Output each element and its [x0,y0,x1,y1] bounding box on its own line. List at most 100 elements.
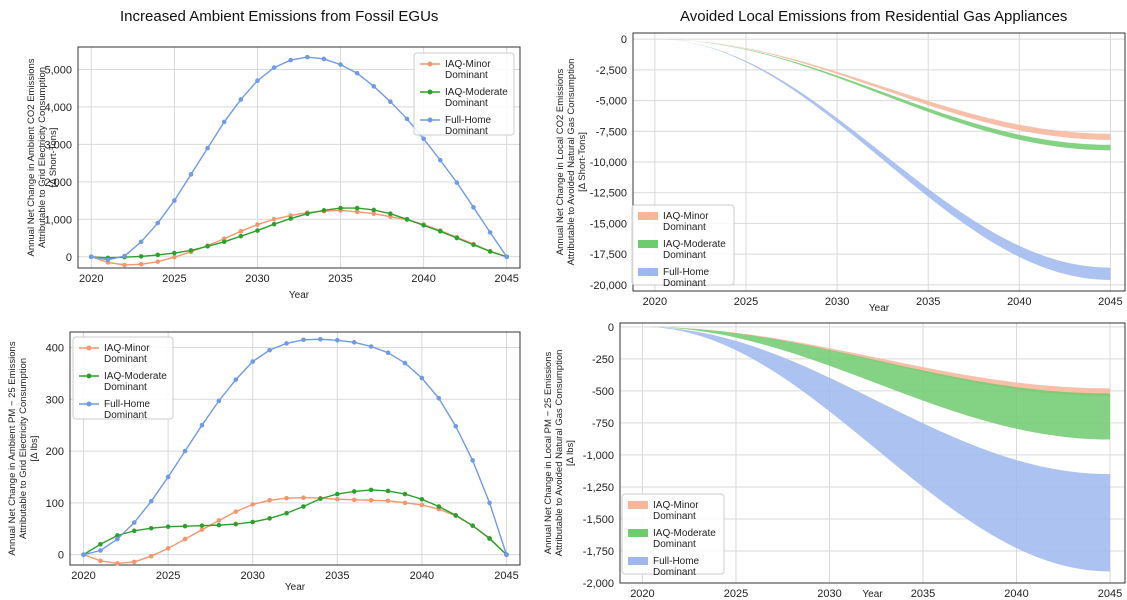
legend-area-swatch [628,529,648,537]
data-point [131,528,137,534]
y-axis-label-line: [Δ lbs] [29,436,40,462]
data-point [402,491,408,497]
x-tick-label: 2035 [911,588,935,600]
y-axis-label-line: Attributable to Avoided Natural Gas Cons… [566,59,577,266]
y-axis-label-line: Annual Net Change in Ambient CO2 Emissio… [26,58,37,256]
x-tick-label: 2045 [1098,296,1122,308]
y-tick-label: 5,000 [44,64,72,76]
data-point [419,496,425,502]
data-point [301,495,306,500]
plot-frame [77,46,521,269]
data-point [471,242,476,248]
series-line [91,209,507,266]
data-point [504,552,509,557]
data-point [250,359,256,364]
legend-label: Dominant [663,222,706,233]
data-point [419,502,425,508]
data-point [172,198,177,203]
data-point [402,360,408,366]
data-point [404,116,410,122]
data-point [238,228,244,234]
data-point [205,243,210,249]
data-point [371,84,377,89]
data-point [470,458,475,463]
x-tick-label: 2030 [825,296,849,308]
data-point [471,205,476,210]
data-point [338,205,343,211]
data-point [338,62,343,67]
x-tick-label: 2040 [1007,296,1031,308]
data-point [453,423,459,429]
y-tick-label: 100 [46,498,64,510]
y-tick-label: -250 [592,354,614,366]
data-point [199,422,205,428]
x-tick-label: 2035 [916,296,940,308]
data-point [155,220,161,226]
legend-box [413,52,515,136]
legend-label: IAQ-Moderate [663,239,726,250]
data-point [419,375,425,381]
legend-label: IAQ-Moderate [653,528,716,539]
data-point [115,561,120,566]
data-point [421,136,426,142]
y-axis-label-line: Annual Net Change in Local CO2 Emissions [555,69,566,256]
data-point [271,217,277,222]
data-point [301,337,306,343]
left-figure-title: Increased Ambient Emissions from Fossil … [120,8,439,25]
legend-label: IAQ-Minor [653,500,699,511]
data-point [233,509,239,514]
y-tick-label: 0 [58,550,64,562]
x-tick-label: 2020 [71,570,95,582]
legend-box [72,336,174,420]
series-line [83,496,507,565]
y-axis-label-line: Annual Net Change in Local PM − 25 Emiss… [543,351,554,554]
data-point [288,216,293,221]
x-tick-label: 2025 [162,273,186,285]
data-point [182,523,188,529]
data-point [165,546,171,551]
data-point [98,558,103,564]
data-point [354,70,360,76]
data-point [351,497,357,503]
right-figure-title: Avoided Local Emissions from Residential… [680,8,1068,25]
x-tick-label: 2040 [1004,588,1028,600]
legend-label: Dominant [104,410,147,421]
data-point [250,502,256,507]
y-tick-label: 300 [46,394,64,406]
plot-frame [69,331,521,566]
data-point [284,510,289,516]
data-point [115,536,120,542]
legend-area-swatch [638,240,658,248]
series-line [83,489,507,556]
y-tick-label: -1,000 [583,450,614,462]
data-point [385,350,391,356]
legend-area-swatch [638,268,658,276]
y-tick-label: -1,750 [583,546,614,558]
legend-label: Dominant [653,511,696,522]
data-point [504,254,510,260]
legend-label: Dominant [445,98,488,109]
data-point [88,254,94,260]
legend-marker-swatch [427,89,433,95]
y-tick-label: 3,000 [44,139,72,151]
data-point [188,172,194,177]
x-tick-label: 2030 [817,588,841,600]
x-tick-label: 2025 [156,570,180,582]
legend-label: IAQ-Minor [104,343,150,354]
data-point [385,488,391,494]
y-tick-label: 0 [608,322,614,334]
data-point [354,209,360,215]
legend-area-swatch [628,557,648,565]
y-axis-label-line: Attributable to Grid Electricity Consump… [18,358,29,539]
data-point [255,78,260,84]
legend-label: Dominant [445,70,488,81]
y-tick-label: 0 [621,34,627,46]
data-point [421,222,426,228]
y-tick-label: 1,000 [44,214,72,226]
data-point [255,228,260,233]
plot-frame [632,32,1126,292]
x-tick-label: 2040 [410,570,434,582]
p4-panel: 2020 2025 2030 2035 2040 2045 0 -250 -500 -750 -1,… [543,322,1126,600]
x-tick-label: 2035 [325,570,349,582]
